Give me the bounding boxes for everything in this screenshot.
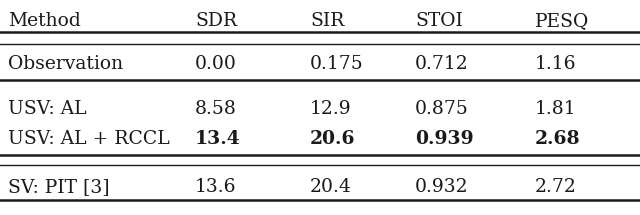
Text: SDR: SDR: [195, 12, 237, 30]
Text: Method: Method: [8, 12, 81, 30]
Text: 0.00: 0.00: [195, 55, 237, 73]
Text: 1.16: 1.16: [535, 55, 577, 73]
Text: PESQ: PESQ: [535, 12, 589, 30]
Text: 0.175: 0.175: [310, 55, 364, 73]
Text: 8.58: 8.58: [195, 100, 237, 118]
Text: 12.9: 12.9: [310, 100, 351, 118]
Text: 0.712: 0.712: [415, 55, 468, 73]
Text: USV: AL: USV: AL: [8, 100, 86, 118]
Text: 2.72: 2.72: [535, 178, 577, 196]
Text: SV: PIT [3]: SV: PIT [3]: [8, 178, 109, 196]
Text: 13.4: 13.4: [195, 130, 241, 148]
Text: 20.6: 20.6: [310, 130, 355, 148]
Text: 0.939: 0.939: [415, 130, 474, 148]
Text: 2.68: 2.68: [535, 130, 580, 148]
Text: SIR: SIR: [310, 12, 344, 30]
Text: 0.875: 0.875: [415, 100, 469, 118]
Text: 0.932: 0.932: [415, 178, 468, 196]
Text: 1.81: 1.81: [535, 100, 577, 118]
Text: STOI: STOI: [415, 12, 463, 30]
Text: USV: AL + RCCL: USV: AL + RCCL: [8, 130, 170, 148]
Text: 13.6: 13.6: [195, 178, 237, 196]
Text: 20.4: 20.4: [310, 178, 352, 196]
Text: Observation: Observation: [8, 55, 123, 73]
